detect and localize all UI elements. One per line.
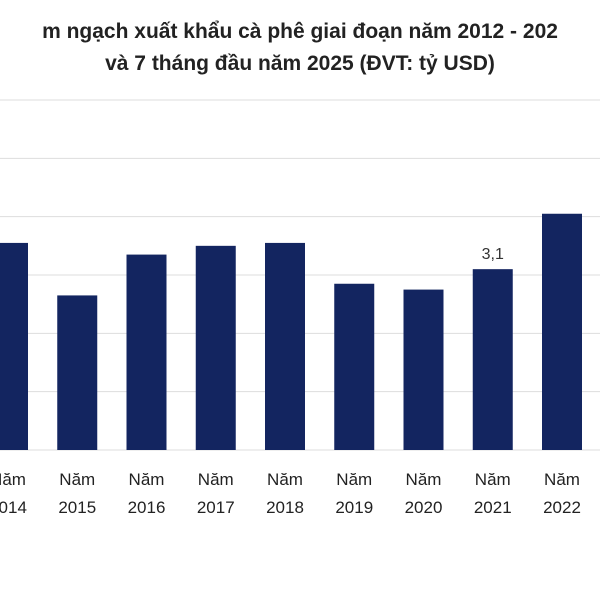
x-tick-label: 2016: [128, 498, 166, 517]
x-tick-label: 2017: [197, 498, 235, 517]
bar-2020: [403, 289, 444, 450]
x-tick-label: 2014: [0, 498, 27, 517]
chart-title-line-2: và 7 tháng đầu năm 2025 (ĐVT: tỷ USD): [105, 52, 495, 75]
x-tick-label: 2021: [474, 498, 512, 517]
bar-2014: [0, 242, 28, 450]
data-label: 3,1: [482, 246, 504, 263]
x-tick-label: Năm: [0, 470, 26, 489]
bar-2021: [472, 269, 513, 450]
bar-2015: [57, 295, 98, 450]
x-tick-label: Năm: [544, 470, 580, 489]
x-tick-label: 2020: [405, 498, 443, 517]
x-tick-label: 2022: [543, 498, 581, 517]
bar-2022: [542, 213, 582, 450]
x-tick-label: Năm: [336, 470, 372, 489]
x-tick-label: 2018: [266, 498, 304, 517]
x-tick-label: Năm: [267, 470, 303, 489]
x-tick-label: 2015: [58, 498, 96, 517]
x-tick-label: Năm: [406, 470, 442, 489]
x-tick-label: Năm: [475, 470, 511, 489]
x-tick-label: Năm: [198, 470, 234, 489]
labels: Năm 2014 Năm 2015 Năm 2016 Năm 2017 Năm 2018 Năm 20…: [0, 246, 581, 517]
x-tick-label: Năm: [59, 470, 95, 489]
x-tick-label: 2019: [335, 498, 373, 517]
chart-title-line-1: m ngạch xuất khẩu cà phê giai đoạn năm 2…: [42, 20, 558, 43]
bar-2018: [265, 242, 305, 450]
bar-2019: [334, 283, 375, 450]
bar-2016: [126, 254, 167, 450]
x-tick-label: Năm: [129, 470, 165, 489]
bars: [0, 213, 582, 450]
bar-2017: [195, 245, 236, 450]
